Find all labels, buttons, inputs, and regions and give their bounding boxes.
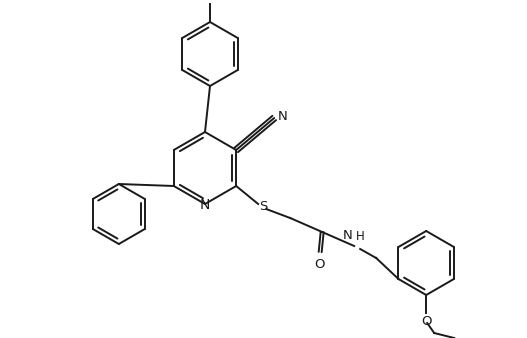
Text: O: O (421, 315, 432, 328)
Text: N: N (343, 229, 352, 242)
Text: O: O (314, 258, 325, 271)
Text: O: O (205, 0, 215, 3)
Text: H: H (356, 230, 365, 243)
Text: S: S (259, 199, 268, 213)
Text: N: N (278, 110, 288, 122)
Text: N: N (200, 198, 210, 212)
